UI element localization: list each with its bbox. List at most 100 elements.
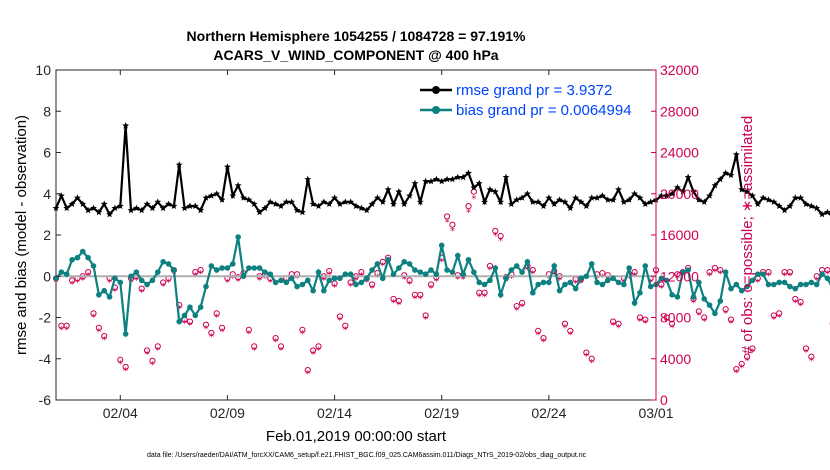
rmse-point [802, 200, 810, 207]
rmse-point [507, 200, 515, 207]
bias-point [53, 275, 59, 282]
bias-point [647, 283, 654, 290]
obs-possible-point [668, 320, 676, 327]
legend-rmse-marker [432, 86, 440, 94]
obs-assimilated-point: * [691, 298, 696, 309]
bias-point [181, 312, 188, 319]
bias-point [358, 279, 365, 286]
obs-assimilated-point: * [402, 274, 407, 285]
rmse-point [95, 208, 103, 216]
bias-point [797, 281, 804, 288]
obs-possible-point [615, 320, 622, 327]
rmse-point [175, 161, 183, 168]
rmse-point [422, 177, 430, 185]
bias-point [428, 267, 434, 273]
bias-point [712, 310, 718, 317]
rmse-point [186, 202, 194, 209]
rmse-point [716, 175, 724, 183]
obs-possible-point [304, 366, 311, 374]
obs-possible-point [90, 310, 97, 317]
y-right-tick-label: 24000 [660, 145, 699, 161]
y-right-tick-label: 4000 [660, 351, 691, 367]
legend-entry-rmse: rmse grand pr = 3.9372 [420, 82, 612, 99]
rmse-point [207, 192, 215, 199]
obs-possible-point [197, 266, 204, 274]
rmse-point [357, 204, 365, 212]
bias-point [460, 271, 466, 277]
obs-possible-point [535, 327, 542, 335]
rmse-point [770, 198, 778, 205]
rmse-point [320, 198, 328, 205]
obs-assimilated-point: * [375, 272, 380, 283]
x-tick-label: 02/09 [210, 405, 245, 421]
obs-possible-point [186, 318, 194, 325]
rmse-point [68, 200, 76, 207]
obs-possible-point [733, 365, 740, 373]
obs-assimilated-point: * [123, 366, 128, 377]
obs-assimilated-point: * [520, 302, 525, 313]
obs-possible-point [218, 324, 226, 331]
obs-assimilated-point: * [187, 321, 192, 332]
obs-possible-point [776, 310, 783, 317]
obs-possible-point [251, 343, 258, 350]
y-left-tick-label: 8 [43, 103, 51, 119]
data-file-footnote: data file: /Users/raeder/DAI/ATM_forcXX/… [147, 452, 587, 459]
obs-assimilated-point: * [396, 300, 401, 311]
rmse-point [299, 208, 306, 216]
obs-possible-point [63, 322, 70, 329]
obs-assimilated-point: * [70, 279, 75, 290]
obs-possible-point [813, 273, 820, 280]
obs-assimilated-point: * [541, 337, 546, 348]
obs-assimilated-point: * [268, 277, 273, 288]
bias-point [144, 281, 150, 288]
bias-point [819, 271, 825, 277]
rmse-point [711, 181, 719, 189]
obs-possible-point [727, 316, 735, 323]
rmse-point [395, 188, 403, 195]
y-left-tick-label: 2 [43, 227, 51, 243]
y-right-tick-label: 0 [660, 392, 668, 408]
bias-point [256, 265, 263, 271]
bias-point [283, 279, 290, 286]
rmse-point [743, 188, 751, 195]
rmse-point [363, 206, 371, 214]
obs-possible-point [749, 345, 756, 352]
obs-possible-point [583, 349, 590, 356]
rmse-point [331, 194, 338, 201]
bias-point [122, 331, 129, 337]
bias-point [749, 277, 756, 284]
obs-possible-point [561, 320, 569, 327]
rmse-point [352, 202, 360, 209]
rmse-point [690, 188, 697, 195]
x-axis-label: Feb.01,2019 00:00:00 start [266, 428, 447, 445]
rmse-point [566, 204, 574, 212]
rmse-point [234, 181, 242, 189]
bias-point [481, 281, 488, 288]
rmse-point [695, 196, 703, 203]
rmse-point [63, 204, 71, 212]
bias-point [235, 234, 241, 240]
rmse-point [797, 194, 805, 201]
obs-possible-point [192, 269, 199, 276]
rmse-point [604, 196, 612, 203]
bias-point [465, 256, 472, 263]
obs-assimilated-point: * [332, 283, 337, 294]
bias-point [508, 267, 515, 273]
obs-assimilated-point: * [112, 287, 117, 298]
bias-point [390, 271, 397, 277]
rmse-point [170, 202, 178, 209]
obs-assimilated-point: * [225, 277, 230, 288]
bias-point [385, 256, 391, 263]
rmse-point [791, 194, 799, 201]
y-axis-right: 32000 28000 24000 20000 16000 12000 8000 4000 0 [651, 62, 699, 408]
obs-possible-point [540, 335, 547, 342]
bias-point [192, 312, 199, 319]
obs-possible-point [379, 258, 386, 265]
bias-point [315, 269, 322, 275]
bias-point [663, 277, 670, 284]
rmse-point [545, 194, 553, 201]
obs-assimilated-point: * [729, 319, 734, 330]
bias-point [229, 261, 236, 267]
obs-assimilated-point: * [455, 274, 460, 285]
bias-point [165, 261, 172, 267]
